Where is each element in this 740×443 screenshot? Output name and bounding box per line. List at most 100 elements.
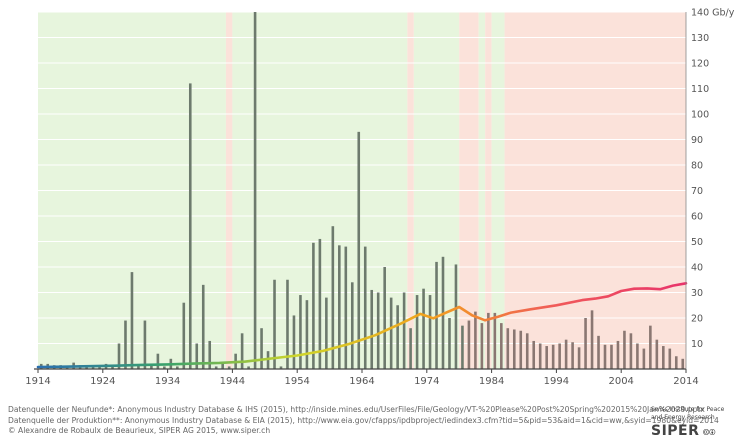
bar-1971	[409, 328, 412, 369]
bar-1983	[487, 312, 490, 369]
bar-1985	[500, 323, 503, 369]
bar-1977	[448, 318, 451, 369]
bar-2005	[629, 333, 633, 369]
bar-1926	[117, 343, 121, 369]
logo-tagline-2: and Energy Research	[651, 413, 715, 421]
bar-1968	[389, 297, 393, 369]
bar-1978	[454, 264, 458, 369]
bar-1951	[279, 366, 283, 369]
bar-1984	[493, 312, 497, 369]
bar-1996	[571, 342, 574, 369]
bar-1972	[415, 295, 419, 369]
bar-1930	[143, 320, 147, 369]
bar-1991	[538, 343, 542, 369]
x-tick-label-1994: 1994	[544, 376, 569, 387]
x-tick-label-2014: 2014	[673, 376, 698, 387]
bar-1967	[383, 267, 386, 369]
bar-1979	[461, 325, 464, 369]
x-tick-label-1924: 1924	[90, 376, 115, 387]
bar-1925	[111, 365, 114, 369]
x-tick-label-1934: 1934	[155, 376, 180, 387]
y-tick-label-90: 90	[691, 135, 703, 146]
y-tick-label-100: 100	[691, 110, 709, 121]
bar-2004	[623, 330, 626, 369]
bar-2006	[636, 343, 639, 369]
y-tick-label-70: 70	[691, 186, 703, 197]
x-tick-label-1914: 1914	[25, 376, 50, 387]
bar-1938	[195, 343, 199, 369]
x-tick-label-1944: 1944	[220, 376, 245, 387]
bar-1987	[512, 329, 516, 369]
source-production: Datenquelle der Produktion**: Anonymous …	[8, 415, 719, 425]
bar-1956	[312, 242, 315, 369]
bar-1992	[545, 346, 548, 369]
y-tick-label-40: 40	[691, 263, 703, 274]
bar-1948	[260, 328, 263, 369]
bar-1981	[474, 311, 477, 369]
logo-name: SIPER 🅭🅯	[651, 423, 735, 439]
bar-1941	[214, 366, 218, 369]
bar-2003	[616, 340, 620, 369]
x-axis-ticks: 1914 1924 1934 1944 1954 1964 1974 1984 1994 2004…	[25, 369, 699, 387]
source-notes: Datenquelle der Neufunde*: Anonymous Ind…	[8, 405, 719, 437]
discovery-bars	[39, 12, 685, 370]
bar-2012	[674, 356, 678, 369]
bar-1998	[584, 318, 587, 369]
y-tick-label-10: 10	[691, 339, 703, 350]
bar-2002	[610, 344, 613, 369]
bar-1974	[428, 295, 432, 369]
bar-1969	[396, 305, 399, 369]
bar-1962	[350, 282, 354, 369]
bar-1947	[253, 12, 257, 369]
bar-1993	[551, 344, 555, 369]
bar-1939	[201, 284, 205, 369]
bar-1950	[273, 279, 276, 369]
bar-1986	[506, 328, 510, 369]
bar-1942	[221, 363, 224, 369]
bar-1999	[590, 310, 594, 369]
bar-2013	[681, 358, 685, 369]
x-tick-label-1974: 1974	[414, 376, 439, 387]
bar-1940	[208, 340, 212, 369]
bar-1966	[376, 292, 380, 369]
y-tick-label-130: 130	[691, 33, 709, 44]
logo-tagline-1: Swiss Institute for Peace	[651, 406, 725, 413]
x-tick-label-2004: 2004	[608, 376, 633, 387]
y-tick-label-140: 140 Gb/y	[691, 8, 735, 19]
bar-1945	[240, 333, 244, 369]
bar-1936	[182, 302, 186, 369]
bar-1928	[130, 272, 134, 369]
x-tick-label-1954: 1954	[284, 376, 309, 387]
bar-1937	[188, 83, 192, 370]
bar-1959	[331, 226, 335, 369]
y-tick-label-30: 30	[691, 288, 703, 299]
siper-logo: Swiss Institute for Peace and Energy Res…	[651, 406, 735, 439]
y-tick-label-50: 50	[691, 237, 703, 248]
bar-1982	[480, 323, 484, 369]
bar-1980	[467, 320, 471, 369]
bar-1955	[305, 300, 309, 369]
y-tick-label-110: 110	[691, 84, 709, 95]
production-line-group	[36, 281, 688, 369]
bar-1932	[156, 353, 160, 369]
bar-1946	[247, 366, 250, 369]
bar-1953	[292, 315, 296, 369]
bar-1943	[227, 366, 231, 369]
bar-1963	[357, 131, 361, 369]
bar-1975	[435, 261, 438, 369]
gridlines	[38, 11, 686, 344]
x-tick-label-1984: 1984	[479, 376, 504, 387]
bar-1960	[338, 245, 341, 369]
y-axis-ticks: 10 20 30 40 50 60 70 80 90 100 110 120 130 140 Gb/y	[691, 8, 735, 351]
bar-2001	[603, 344, 607, 369]
copyright: © Alexandre de Robaulx de Beaurieux, SIP…	[8, 426, 271, 435]
axes	[34, 12, 687, 370]
bar-2000	[597, 335, 600, 369]
y-tick-label-20: 20	[691, 314, 703, 325]
bar-1935	[176, 366, 179, 369]
bar-2011	[668, 348, 672, 369]
bar-1964	[363, 246, 367, 369]
bar-1929	[137, 365, 140, 369]
bar-1965	[370, 289, 374, 369]
